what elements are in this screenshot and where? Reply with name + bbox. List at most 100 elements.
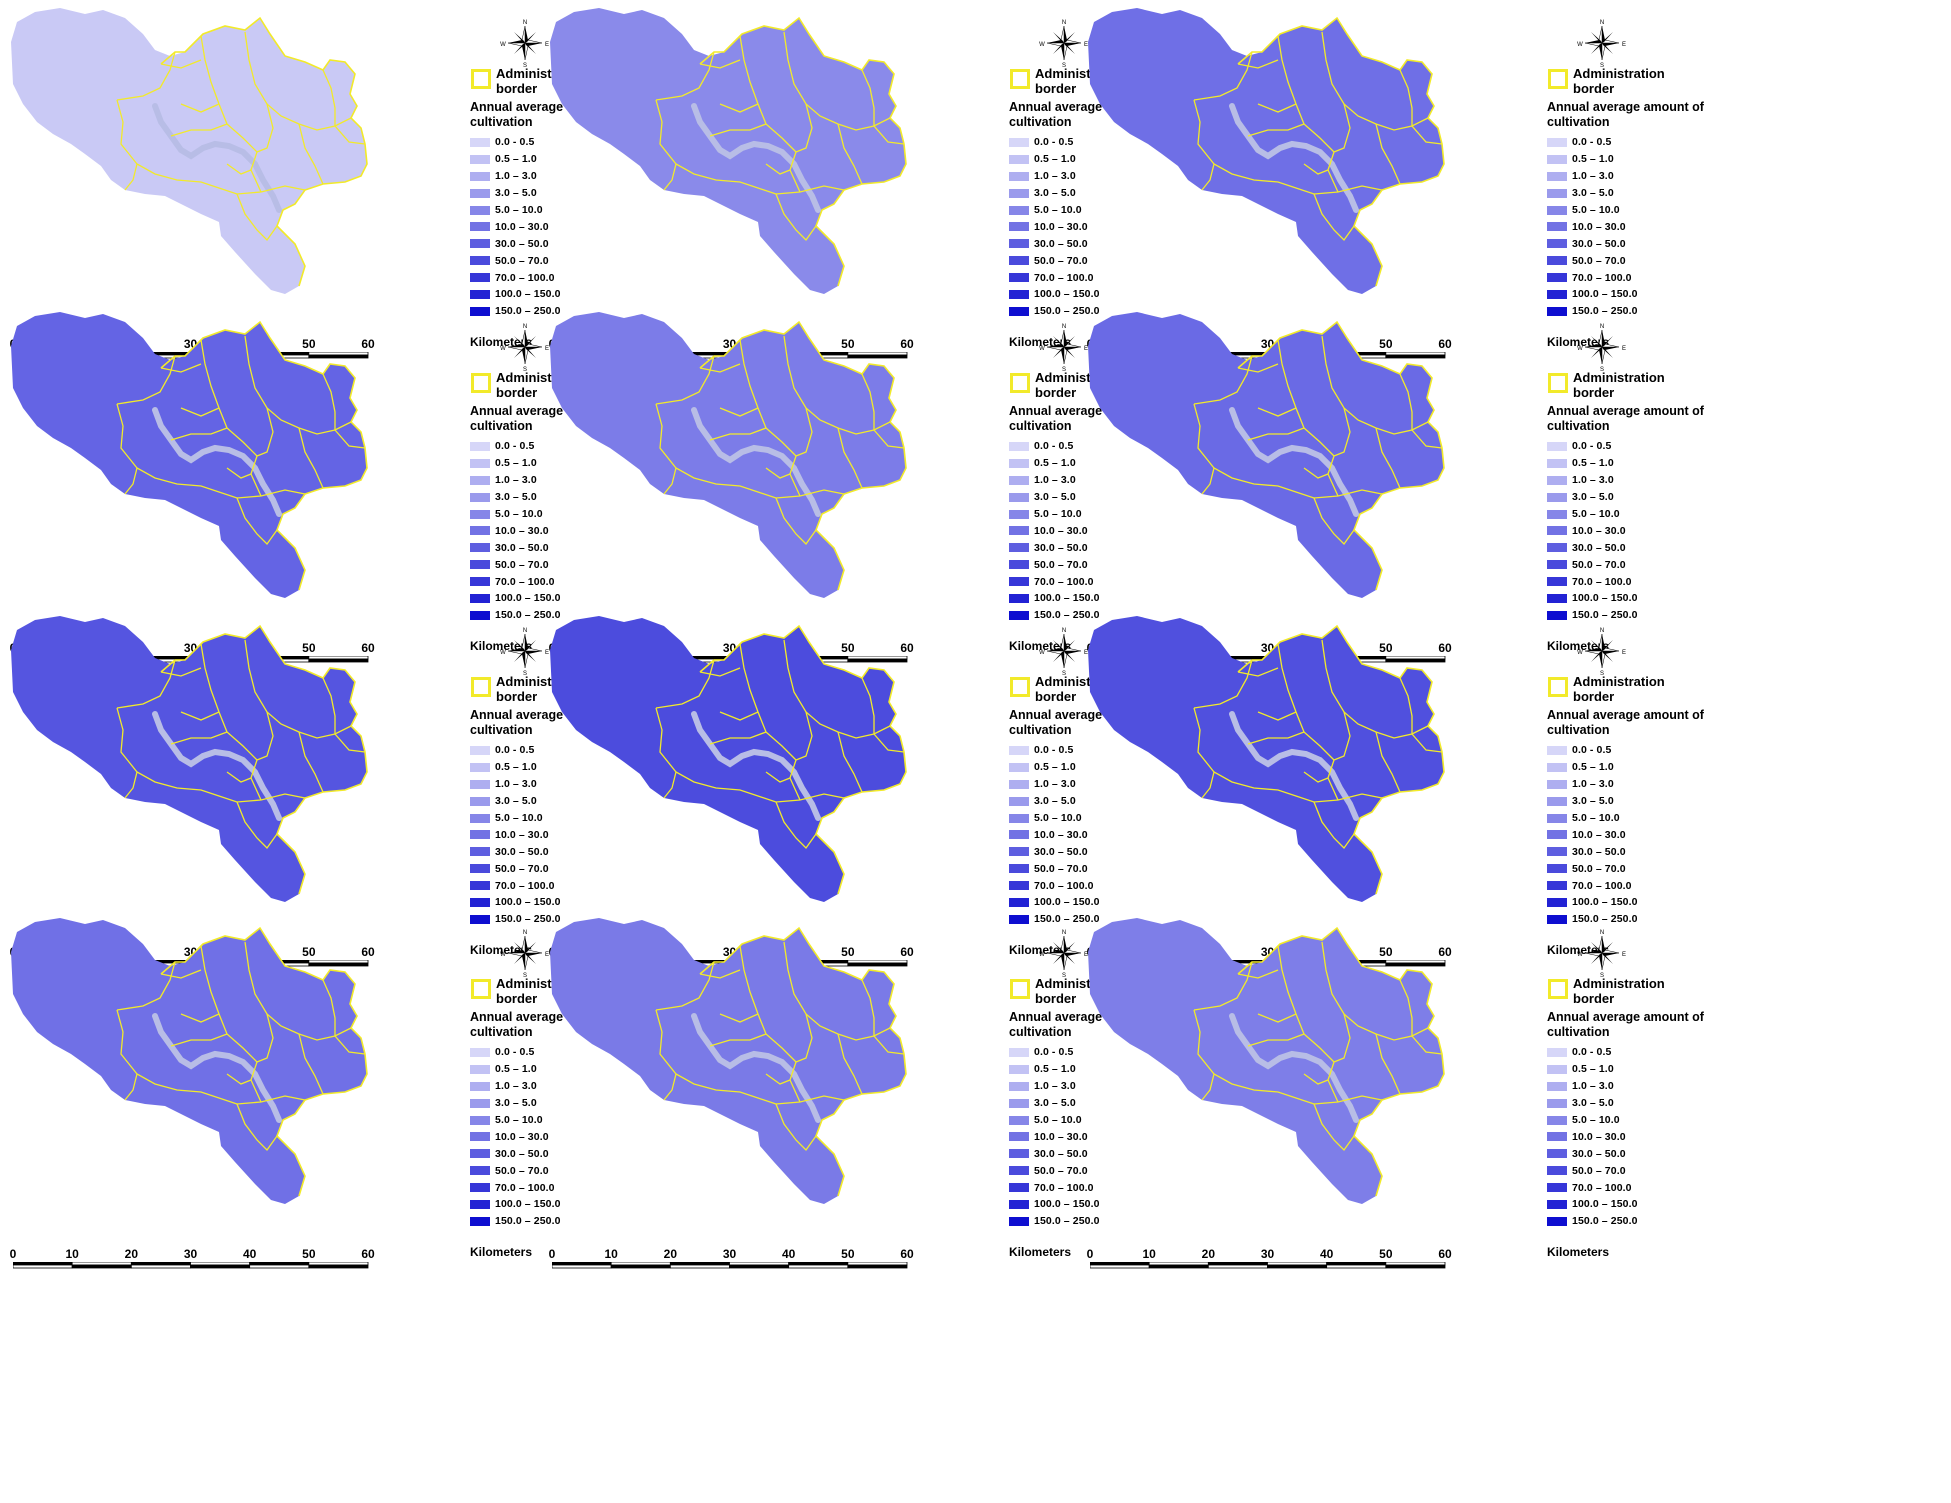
- legend-class-label: 10.0 – 30.0: [495, 1130, 549, 1143]
- north-arrow-icon: N S W E: [1577, 20, 1626, 68]
- legend-class-label: 30.0 – 50.0: [1572, 845, 1626, 858]
- legend-class-row: 5.0 – 10.0: [1009, 1112, 1189, 1129]
- legend-class-list: 0.0 - 0.5 0.5 – 1.0 1.0 – 3.0 3.0 – 5.0 5.0 …: [1009, 742, 1189, 928]
- svg-text:W: W: [500, 952, 506, 958]
- legend-class-row: 30.0 – 50.0: [470, 843, 650, 860]
- legend-class-row: 0.5 – 1.0: [470, 455, 650, 472]
- watershed-outline: [1237, 926, 1445, 1197]
- legend-class-swatch: [470, 273, 490, 283]
- legend-class-swatch: [1547, 1149, 1567, 1159]
- legend-class-swatch: [470, 593, 490, 603]
- legend-class-row: 100.0 – 150.0: [1547, 286, 1727, 303]
- legend-class-row: 30.0 – 50.0: [470, 235, 650, 252]
- svg-text:N: N: [523, 628, 527, 634]
- map-panel-6: N S W E Administration border Annual ave…: [1082, 308, 1732, 683]
- legend-class-row: 150.0 – 250.0: [1009, 303, 1189, 320]
- legend-class-label: 3.0 – 5.0: [1034, 795, 1076, 808]
- legend-class-swatch: [1009, 881, 1029, 891]
- legend-class-label: 70.0 – 100.0: [1572, 1181, 1632, 1194]
- watershed-map: [11, 8, 368, 294]
- scale-segment-top: [1207, 1262, 1268, 1266]
- legend: Administration border Annual average amo…: [470, 66, 650, 320]
- legend-class-label: 50.0 – 70.0: [495, 558, 549, 571]
- watershed-region: [1088, 312, 1444, 598]
- legend-class-swatch: [1547, 171, 1567, 181]
- north-arrow-icon: N S W E: [500, 628, 549, 676]
- administration-borders: [655, 335, 905, 546]
- legend-class-swatch: [470, 577, 490, 587]
- watershed-region: [1088, 918, 1444, 1204]
- svg-text:E: E: [1084, 650, 1088, 656]
- administration-borders: [1193, 335, 1443, 546]
- legend-class-swatch: [470, 1199, 490, 1209]
- legend-class-label: 100.0 – 150.0: [495, 288, 561, 301]
- svg-text:N: N: [1062, 324, 1066, 330]
- legend-class-row: 70.0 – 100.0: [1009, 269, 1189, 286]
- legend-class-row: 50.0 – 70.0: [1009, 1162, 1189, 1179]
- legend-class-row: 70.0 – 100.0: [1009, 877, 1189, 894]
- scale-tick-label: 50: [841, 1247, 855, 1261]
- legend-class-row: 0.5 – 1.0: [1009, 759, 1189, 776]
- legend-class-swatch: [1009, 864, 1029, 874]
- legend: Administration border Annual average amo…: [1009, 976, 1189, 1230]
- legend-class-label: 0.0 - 0.5: [495, 136, 535, 149]
- scale-segment-top: [13, 1262, 73, 1266]
- legend-class-swatch: [1009, 1098, 1029, 1108]
- legend-class-label: 50.0 – 70.0: [495, 1164, 549, 1177]
- legend-class-row: 0.0 - 0.5: [1547, 742, 1727, 759]
- north-arrow-icon: N S W E: [500, 930, 549, 978]
- scale-tick-label: 10: [1142, 1247, 1156, 1261]
- legend-class-swatch: [1547, 779, 1567, 789]
- legend-class-row: 50.0 – 70.0: [1547, 1162, 1727, 1179]
- scale-segment-top: [71, 1262, 132, 1266]
- legend-class-label: 1.0 – 3.0: [495, 170, 537, 183]
- legend-class-label: 100.0 – 150.0: [1034, 288, 1100, 301]
- svg-text:N: N: [1600, 20, 1604, 26]
- legend-class-swatch: [1547, 897, 1567, 907]
- legend-class-row: 10.0 – 30.0: [1009, 826, 1189, 843]
- svg-text:N: N: [1062, 628, 1066, 634]
- legend-class-row: 10.0 – 30.0: [1009, 218, 1189, 235]
- legend-class-label: 0.5 – 1.0: [1034, 153, 1076, 166]
- legend-class-label: 0.5 – 1.0: [495, 457, 537, 470]
- scale-segment-bottom: [1385, 658, 1446, 663]
- legend-class-row: 50.0 – 70.0: [1547, 252, 1727, 269]
- legend-class-swatch: [1009, 1166, 1029, 1176]
- scale-tick-label: 60: [1438, 641, 1452, 655]
- watershed-region: [11, 8, 367, 294]
- svg-text:S: S: [1062, 63, 1066, 68]
- scale-segment-bottom: [308, 658, 369, 663]
- scale-segment-top: [1267, 1262, 1328, 1266]
- legend-class-label: 0.0 - 0.5: [1572, 1046, 1612, 1059]
- legend-class-row: 70.0 – 100.0: [1009, 1179, 1189, 1196]
- legend-class-swatch: [470, 1216, 490, 1226]
- legend-class-swatch: [470, 205, 490, 215]
- legend-class-swatch: [470, 458, 490, 468]
- legend-class-label: 70.0 – 100.0: [1572, 271, 1632, 284]
- legend-class-row: 0.0 - 0.5: [470, 742, 650, 759]
- legend: Administration border Annual average amo…: [470, 370, 650, 624]
- watershed-region: [550, 312, 906, 598]
- watershed-map: [550, 616, 907, 902]
- scale-bar-graphic: [13, 1262, 369, 1269]
- legend-class-swatch: [470, 526, 490, 536]
- legend-class-label: 1.0 – 3.0: [1034, 170, 1076, 183]
- svg-text:S: S: [1600, 367, 1604, 372]
- legend-class-row: 50.0 – 70.0: [470, 556, 650, 573]
- legend-class-label: 30.0 – 50.0: [1034, 541, 1088, 554]
- svg-text:S: S: [1600, 63, 1604, 68]
- legend-class-label: 70.0 – 100.0: [495, 271, 555, 284]
- legend-class-swatch: [1547, 1183, 1567, 1193]
- legend-class-row: 3.0 – 5.0: [1547, 1095, 1727, 1112]
- svg-text:W: W: [1039, 346, 1045, 352]
- svg-text:E: E: [545, 346, 549, 352]
- legend-class-label: 150.0 – 250.0: [1034, 913, 1100, 926]
- legend-class-label: 1.0 – 3.0: [1034, 778, 1076, 791]
- north-arrow-icon: N S W E: [1577, 930, 1626, 978]
- legend-class-label: 3.0 – 5.0: [1034, 187, 1076, 200]
- legend-class-label: 5.0 – 10.0: [1034, 204, 1082, 216]
- legend-class-label: 5.0 – 10.0: [495, 812, 543, 824]
- scale-segment-top: [788, 1262, 849, 1266]
- legend-class-row: 150.0 – 250.0: [1547, 607, 1727, 624]
- legend-class-list: 0.0 - 0.5 0.5 – 1.0 1.0 – 3.0 3.0 – 5.0 5.0 …: [1547, 742, 1727, 928]
